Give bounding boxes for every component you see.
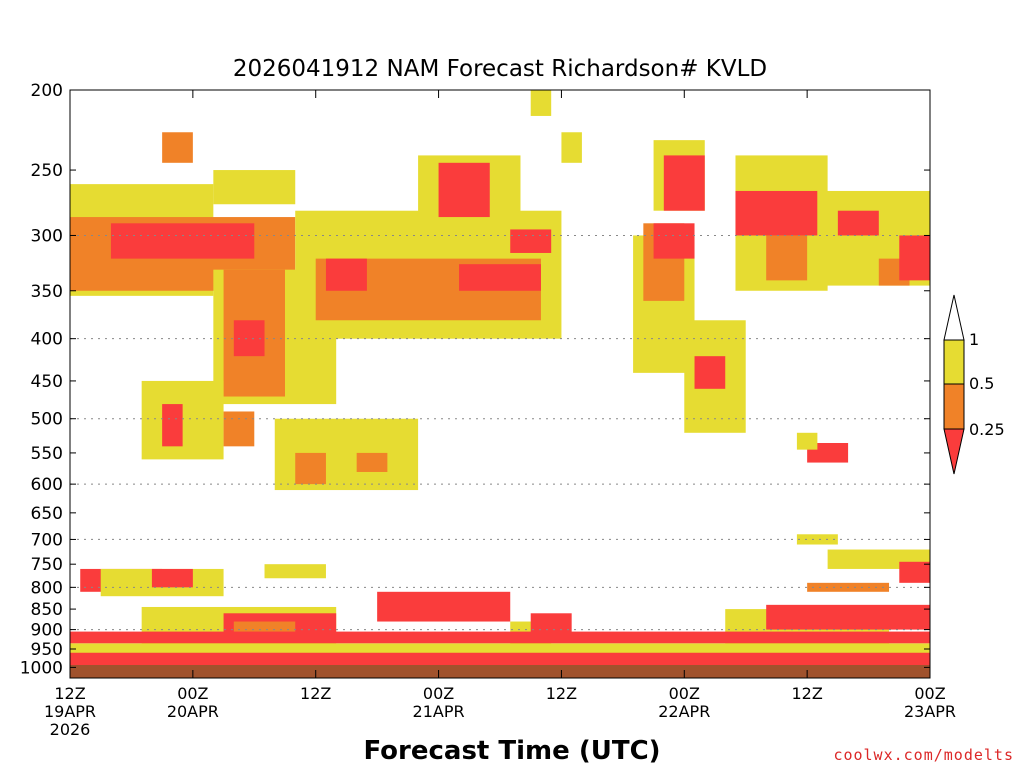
y-tick-label-650: 650: [31, 504, 63, 524]
y-tick-label-900: 900: [31, 621, 63, 641]
heatmap-region-38: [796, 432, 818, 450]
y-tick-label-800: 800: [31, 578, 63, 598]
legend-label-0-25: 0.25: [969, 420, 1005, 439]
legend-label-1: 1: [969, 330, 979, 349]
y-tick-label-400: 400: [31, 330, 63, 350]
x-tick-label-1-1: 00Z: [177, 684, 208, 703]
y-tick-label-250: 250: [31, 161, 63, 181]
heatmap-region-13: [356, 452, 388, 472]
heatmap-region-3: [162, 132, 193, 163]
legend-swatch-yellow: [943, 339, 965, 385]
legend-bottom-arrow: [943, 428, 965, 475]
x-tick-label-6-1: 12Z: [791, 684, 822, 703]
heatmap-region-29: [694, 356, 726, 389]
chart-title: 2026041912 NAM Forecast Richardson# KVLD: [233, 56, 767, 82]
heatmap-region-19: [438, 162, 490, 218]
y-tick-label-450: 450: [31, 372, 63, 392]
y-tick-label-200: 200: [31, 81, 63, 101]
richardson-cells: [70, 90, 930, 671]
legend-swatch-orange: [943, 383, 965, 430]
y-tick-label-950: 950: [31, 640, 63, 660]
y-tick-label-850: 850: [31, 600, 63, 620]
heatmap-region-44: [151, 568, 193, 588]
heatmap-region-17: [459, 264, 541, 291]
x-tick-label-3-1: 00Z: [423, 684, 454, 703]
x-tick-label-7-1: 00Z: [914, 684, 945, 703]
heatmap-region-4: [213, 170, 296, 205]
legend-top-arrow: [943, 294, 965, 341]
heatmap-region-20: [510, 229, 552, 253]
y-tick-label-550: 550: [31, 444, 63, 464]
heatmap-region-25: [653, 223, 695, 259]
y-axis: 200 250 300 350 400 450 500 550 600 650 700 750 8008…: [20, 81, 930, 678]
x-axis-label: Forecast Time (UTC): [363, 736, 660, 766]
x-tick-label-5-2: 22APR: [658, 702, 710, 721]
heatmap-region-2: [110, 223, 255, 259]
heatmap-region-21: [561, 132, 582, 163]
y-tick-label-300: 300: [31, 226, 63, 246]
legend-label-0-5: 0.5: [969, 374, 994, 393]
y-tick-label-700: 700: [31, 530, 63, 550]
heatmap-region-16: [325, 258, 367, 291]
heatmap-region-57: [70, 631, 930, 644]
y-tick-label-750: 750: [31, 555, 63, 575]
heatmap-region-36: [899, 235, 930, 281]
heatmap-region-34: [837, 210, 879, 236]
heatmap-region-12: [295, 452, 326, 485]
y-tick-label-600: 600: [31, 475, 63, 495]
color-legend: 1 0.5 0.25: [943, 294, 1005, 475]
source-credit: coolwx.com/modelts: [833, 746, 1014, 764]
heatmap-region-32: [766, 235, 808, 281]
x-tick-label-2-1: 12Z: [300, 684, 331, 703]
x-tick-label-1-2: 20APR: [167, 702, 219, 721]
x-tick-label-0-3: 2026: [50, 720, 91, 739]
y-tick-label-500: 500: [31, 410, 63, 430]
heatmap-region-27: [663, 155, 705, 211]
x-tick-label-5-1: 00Z: [669, 684, 700, 703]
heatmap-region-53: [766, 604, 930, 630]
y-tick-label-1000: 1000: [20, 658, 63, 678]
heatmap-region-41: [899, 561, 930, 583]
heatmap-region-39: [796, 534, 838, 545]
heatmap-region-10: [223, 411, 255, 447]
x-tick-label-3-2: 21APR: [413, 702, 465, 721]
heatmap-region-56: [70, 643, 930, 653]
heatmap-region-49: [377, 591, 511, 622]
ground-strip: [70, 665, 930, 678]
heatmap-region-31: [735, 190, 818, 236]
x-tick-label-7-2: 23APR: [904, 702, 956, 721]
x-tick-label-0-2: 19APR: [44, 702, 96, 721]
heatmap-region-45: [264, 564, 326, 579]
y-tick-label-350: 350: [31, 282, 63, 302]
plot-frame: [69, 89, 931, 679]
heatmap-region-9: [162, 404, 183, 447]
heatmap-region-22: [530, 90, 552, 116]
x-tick-label-0-1: 12Z: [54, 684, 85, 703]
x-tick-label-4-1: 12Z: [546, 684, 577, 703]
